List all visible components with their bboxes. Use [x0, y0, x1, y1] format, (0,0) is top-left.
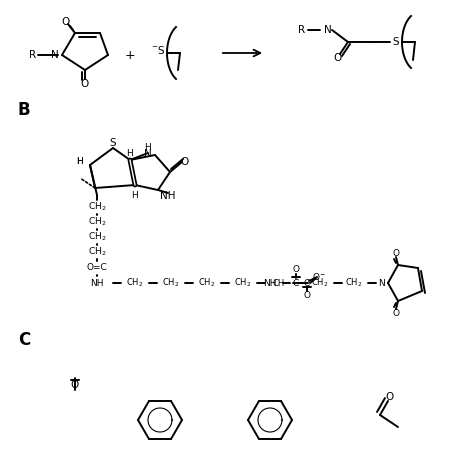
Text: O=C: O=C: [87, 264, 108, 273]
Text: CH$_2$: CH$_2$: [88, 201, 106, 213]
Text: O: O: [334, 53, 342, 63]
Text: CH$_2$: CH$_2$: [162, 277, 180, 289]
Text: O: O: [392, 309, 400, 318]
Text: CH$_2$: CH$_2$: [234, 277, 252, 289]
Text: O$^{-}$: O$^{-}$: [312, 272, 326, 283]
Text: CH$_2$: CH$_2$: [126, 277, 144, 289]
Text: H: H: [132, 191, 138, 200]
Text: H: H: [77, 157, 83, 166]
Text: O: O: [303, 292, 310, 301]
Text: S: S: [109, 138, 116, 148]
Text: O: O: [392, 248, 400, 257]
Text: CH$_2$: CH$_2$: [88, 231, 106, 243]
Text: S: S: [392, 37, 399, 47]
Text: H: H: [77, 157, 83, 166]
Text: +: +: [125, 48, 135, 62]
Text: O: O: [292, 264, 300, 273]
Text: C: C: [293, 279, 299, 288]
Text: H: H: [145, 143, 151, 152]
Text: C: C: [18, 331, 30, 349]
Text: C: C: [304, 279, 310, 288]
Text: O: O: [62, 17, 70, 27]
Text: N: N: [144, 149, 152, 159]
Text: O: O: [181, 157, 189, 167]
Text: R: R: [299, 25, 306, 35]
Text: CH$_2$: CH$_2$: [345, 277, 363, 289]
Text: CH: CH: [273, 279, 285, 288]
Text: O: O: [81, 79, 89, 89]
Text: H: H: [127, 148, 133, 157]
Text: NH: NH: [90, 279, 104, 288]
Text: CH$_2$: CH$_2$: [88, 216, 106, 228]
Text: NH: NH: [160, 191, 176, 201]
Text: CH$_2$: CH$_2$: [88, 246, 106, 258]
Text: N: N: [324, 25, 332, 35]
Text: R: R: [29, 50, 36, 60]
Text: B: B: [18, 101, 31, 119]
Text: N: N: [379, 279, 385, 288]
Text: CH$_2$: CH$_2$: [198, 277, 216, 289]
Text: O: O: [386, 392, 394, 402]
Text: NH: NH: [263, 279, 277, 288]
Text: $^{-}$S: $^{-}$S: [151, 44, 165, 56]
Text: O: O: [71, 380, 79, 390]
Text: N: N: [51, 50, 59, 60]
Text: CH$_2$: CH$_2$: [311, 277, 328, 289]
